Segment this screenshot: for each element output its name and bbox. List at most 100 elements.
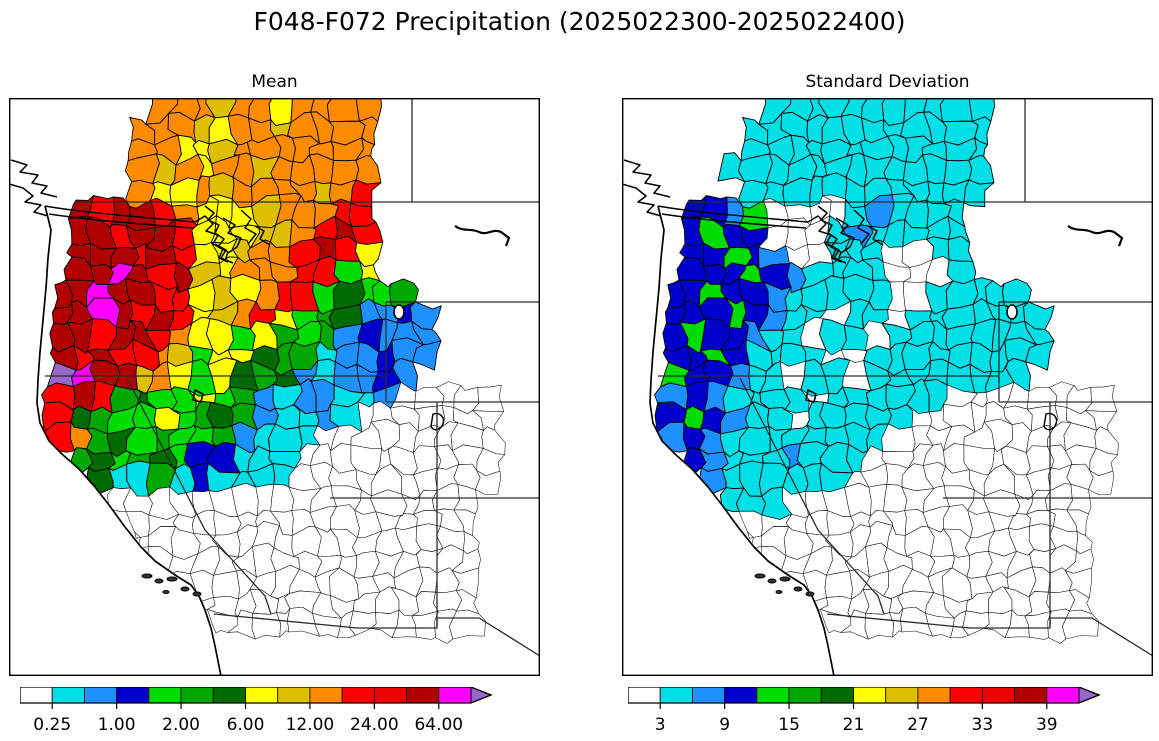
great-salt-lake (1043, 412, 1058, 431)
colorbar-segment (692, 687, 726, 704)
basin-cell (963, 179, 995, 208)
basin-cell (475, 470, 502, 496)
colorbar-tick-label: 15 (778, 715, 800, 735)
pacific-coastline (36, 205, 222, 676)
puget-sound-inlet (10, 159, 58, 198)
colorbar-segment (116, 687, 150, 704)
basin-cell (939, 98, 973, 123)
puget-sound-inlet (827, 243, 847, 264)
colorbar-segment (885, 687, 919, 704)
channel-island (192, 591, 202, 597)
colorbar-tick-label: 24.00 (350, 715, 399, 735)
great-salt-lake (430, 412, 445, 431)
basin-mosaic (41, 98, 506, 644)
map-mean (9, 98, 540, 676)
colorbar-segment (438, 687, 472, 704)
puget-sound-inlet (661, 213, 807, 229)
state-border-line (739, 377, 885, 615)
basin-cell (926, 180, 945, 205)
basin-cell (449, 609, 486, 640)
colorbar-segment (981, 687, 1015, 704)
colorbar-tick-label: 21 (843, 715, 865, 735)
yellowstone-lake (393, 304, 405, 320)
colorbar-segment (949, 687, 983, 704)
basin-cell (821, 172, 848, 200)
figure-title: F048-F072 Precipitation (2025022300-2025… (253, 7, 906, 36)
basin-cell (412, 340, 442, 371)
channel-island (166, 576, 178, 582)
channel-island (775, 590, 783, 594)
puget-sound-inlet (44, 205, 196, 223)
channel-island (154, 578, 164, 584)
puget-sound-inlet (9, 183, 49, 217)
colorbar-segment (180, 687, 214, 704)
colorbar-segment (20, 687, 53, 704)
basin-cell (251, 612, 281, 640)
puget-sound-inlet (817, 205, 842, 262)
colorbar-tick-label: 12.00 (286, 715, 335, 735)
puget-sound-inlet (240, 209, 257, 245)
yellowstone-lake (1006, 304, 1018, 320)
coastline (9, 159, 271, 676)
upper-klamath-lake (805, 388, 817, 403)
colorbar-segment (245, 687, 279, 704)
basin-cell (211, 570, 240, 600)
map-frame (622, 98, 1153, 676)
pacific-coastline (649, 205, 835, 676)
colorbar-extend-arrow (1078, 687, 1101, 704)
map-standard-deviation (622, 98, 1153, 676)
colorbar-segment (724, 687, 758, 704)
colorbar-tick-label: 39 (1036, 715, 1058, 735)
colorbar-segment (341, 687, 375, 704)
puget-sound-inlet (254, 225, 271, 246)
panel-title-mean: Mean (251, 72, 298, 92)
state-border-line (826, 613, 1153, 657)
colorbar-mean: 0.25 1.00 2.00 6.00 12.00 24.00 64.00 (20, 687, 493, 735)
basin-cell (433, 590, 463, 612)
colorbar-segment (51, 687, 85, 704)
colorbar-segment (853, 687, 887, 704)
colorbar: 0.25 1.00 2.00 6.00 12.00 24.00 64.00 (20, 687, 493, 735)
missouri-river (1067, 225, 1124, 247)
puget-sound-inlet (657, 205, 809, 223)
channel-island (805, 591, 815, 597)
colorbar-segment (212, 687, 246, 704)
colorbar-tick-label: 33 (972, 715, 994, 735)
colorbar-tick-label: 1.00 (98, 715, 136, 735)
colorbar-segment (84, 687, 118, 704)
channel-island (793, 586, 803, 592)
basin-cell (1088, 470, 1115, 496)
colorbar-segment (1014, 687, 1048, 704)
basin-cell (348, 202, 377, 227)
colorbar: 3 9 15 21 27 33 39 (628, 687, 1101, 735)
state-border-line (126, 377, 272, 615)
colorbar-tick-label: 0.25 (33, 715, 71, 735)
colorbar-tick-label: 27 (907, 715, 929, 735)
colorbar-segment (406, 687, 440, 704)
missouri-river (454, 225, 511, 247)
colorbar-outline (628, 687, 1101, 704)
puget-sound-inlet (623, 159, 671, 198)
basin-cell (1046, 590, 1076, 612)
colorbar-tick-label: 6.00 (227, 715, 265, 735)
coastline (622, 159, 884, 676)
colorbar-segment (756, 687, 790, 704)
channel-island (779, 576, 791, 582)
puget-sound-inlet (222, 217, 242, 254)
puget-sound-inlet (867, 225, 884, 246)
state-borders (45, 98, 540, 657)
basin-cell (313, 180, 332, 205)
puget-sound-inlet (853, 209, 870, 245)
colorbar-tick-label: 9 (719, 715, 730, 735)
basin-cell (864, 612, 894, 640)
map-frame (9, 98, 540, 676)
basin-cell (1062, 609, 1099, 640)
colorbar-segment (309, 687, 343, 704)
state-border-line (213, 613, 540, 657)
colorbar-standard-deviation: 3 9 15 21 27 33 39 (628, 687, 1101, 735)
channel-island (180, 586, 190, 592)
colorbar-segment (1046, 687, 1080, 704)
colorbar-tick-label: 3 (655, 715, 666, 735)
puget-sound-inlet (214, 243, 234, 264)
